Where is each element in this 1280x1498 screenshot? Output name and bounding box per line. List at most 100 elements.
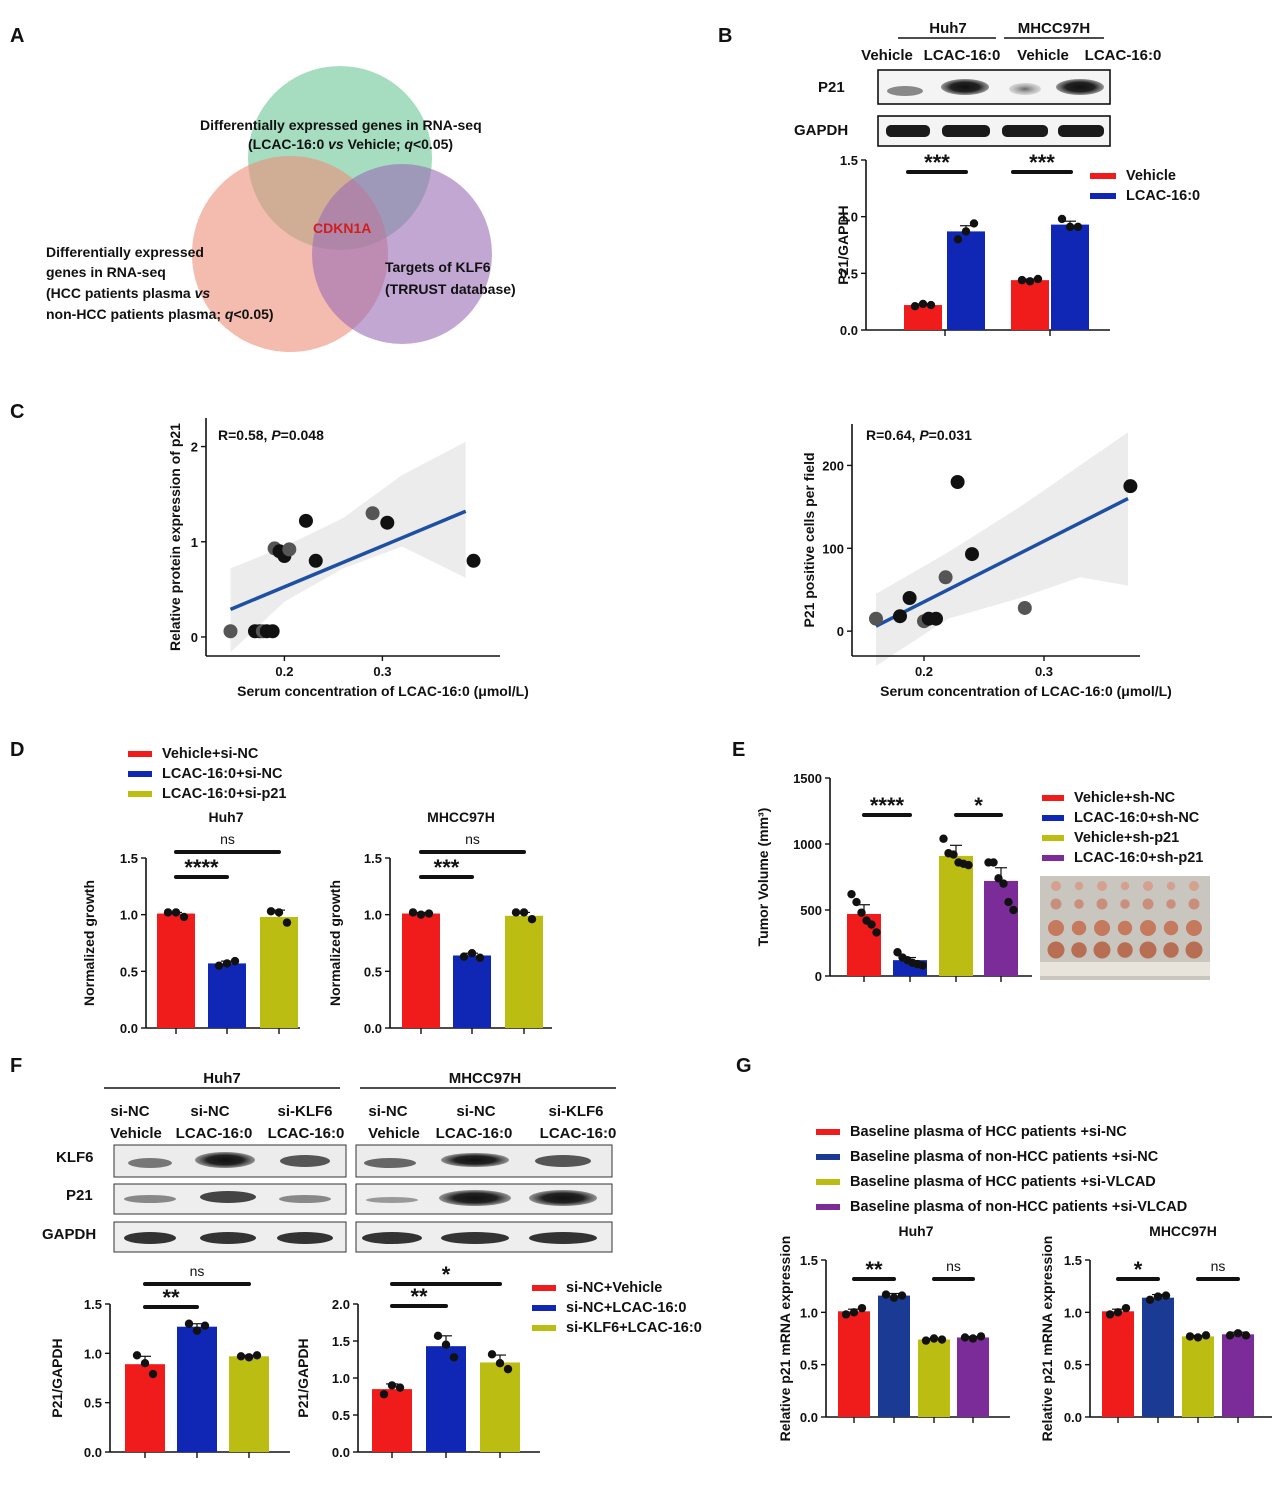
legend-swatch [532, 1285, 556, 1291]
data-point [519, 908, 529, 917]
data-point [408, 908, 418, 917]
legend-label: Vehicle+sh-p21 [1074, 830, 1179, 846]
venn-top-line2-q: q [404, 136, 413, 152]
scatter-point [298, 513, 313, 528]
blot-f-gapdh-band-5 [441, 1232, 509, 1244]
legend-d: Vehicle+si-NC LCAC-16:0+si-NC LCAC-16:0+si… [128, 746, 287, 802]
blot-f-klf6-band-2 [195, 1152, 255, 1168]
confidence-band [230, 441, 466, 653]
x-axis-label: Serum concentration of LCAC-16:0 (μmol/L… [880, 683, 1172, 699]
y-tick-label: 0.0 [840, 323, 858, 338]
data-point [852, 897, 861, 907]
x-tick-label: 0.3 [373, 664, 391, 679]
tumor-sample [1117, 920, 1133, 936]
y-tick-label: 1.0 [840, 210, 858, 225]
sig-label: *** [1029, 150, 1055, 175]
bar [426, 1346, 466, 1452]
fit-line [229, 509, 467, 611]
panel-label-b: B [718, 25, 732, 47]
blot-b-group-1: Huh7 [929, 20, 967, 37]
data-point [1161, 1291, 1171, 1300]
tumor-sample [1185, 941, 1203, 959]
blot-f-row-p21: P21 [66, 1187, 93, 1204]
chart-G1: 0.0 0.5 1.0 1.5 Relative p21 mRNA expression… [777, 1223, 1010, 1441]
legend-label: LCAC-16:0+sh-NC [1074, 810, 1200, 826]
scatter-point [929, 611, 943, 626]
legend-label: Vehicle+si-NC [162, 746, 259, 762]
data-point [872, 928, 881, 937]
data-point [230, 956, 240, 966]
data-point [841, 1310, 851, 1319]
data-point [222, 959, 232, 968]
data-point [969, 219, 979, 228]
sig-label: **** [184, 855, 219, 880]
data-point [487, 1350, 497, 1359]
x-tick-label: 0.2 [275, 664, 293, 679]
data-point [960, 1333, 970, 1342]
data-point [184, 1319, 194, 1328]
data-point [893, 948, 902, 957]
sig-label: ns [220, 831, 235, 847]
blot-b-row-gapdh: GAPDH [794, 122, 848, 139]
chart-G2: 0.0 0.5 1.0 1.5 Relative p21 mRNA expression… [1039, 1223, 1272, 1441]
blot-b-lane-1: Vehicle [861, 47, 913, 64]
data-point [1065, 222, 1075, 232]
bar [453, 955, 491, 1028]
bar [1011, 280, 1049, 330]
blot-f-group-2: MHCC97H [449, 1070, 522, 1087]
y-tick-label: 0 [815, 969, 822, 984]
y-tick-label: 0 [191, 630, 198, 645]
y-tick-label: 0.0 [84, 1445, 102, 1460]
bar [947, 231, 985, 330]
data-point [1113, 1308, 1123, 1317]
tumor-sample [1071, 942, 1087, 958]
data-point [1145, 1295, 1155, 1304]
blot-f-p21-band-3 [279, 1195, 331, 1203]
y-tick-label: 0.5 [840, 266, 858, 281]
blot-f-gapdh-band-6 [529, 1232, 597, 1244]
scatter-point [869, 611, 883, 626]
blot-f-gapdh-band-2 [200, 1232, 256, 1244]
tumor-sample [1093, 941, 1111, 959]
legend-swatch [1042, 855, 1064, 861]
fit-line [875, 497, 1129, 628]
bar [229, 1356, 269, 1452]
legend-label: Baseline plasma of non-HCC patients +si-… [850, 1199, 1187, 1215]
legend-swatch [816, 1129, 840, 1135]
legend-label: si-KLF6+LCAC-16:0 [566, 1320, 702, 1336]
sig-label: ns [465, 831, 480, 847]
y-axis-label: Relative protein expression of p21 [167, 423, 183, 651]
venn-left-line3-a: (HCC patients plasma [46, 285, 195, 301]
data-point [949, 850, 958, 859]
y-tick-label: 1.0 [1064, 1305, 1082, 1320]
blot-b-gapdh-band-2 [942, 125, 990, 137]
x-tick-label: 0.3 [1035, 664, 1053, 679]
data-point [140, 1359, 150, 1368]
scatter-point [282, 542, 297, 557]
y-tick-label: 1 [191, 535, 198, 550]
blot-f-row-gapdh: GAPDH [42, 1226, 96, 1243]
data-point [379, 1390, 389, 1399]
legend-label: Baseline plasma of non-HCC patients +si-… [850, 1149, 1159, 1165]
data-point [266, 907, 276, 916]
venn-left-line3-vs: vs [195, 285, 211, 301]
data-point [503, 1364, 513, 1374]
data-point [163, 908, 173, 917]
bar [904, 305, 942, 330]
blot-f-lane-bot-6: LCAC-16:0 [540, 1125, 617, 1142]
y-tick-label: 1.5 [1064, 1253, 1082, 1268]
y-tick-label: 1.5 [840, 153, 858, 168]
y-tick-label: 1.5 [120, 851, 138, 866]
confidence-band [876, 432, 1128, 666]
data-point [1241, 1331, 1251, 1340]
blot-f-p21-band-1 [124, 1195, 176, 1203]
blot-b-p21-band-4 [1056, 79, 1104, 95]
correlation-annotation: R=0.64, P=0.031 [866, 427, 972, 443]
bar [984, 880, 1018, 976]
y-tick-label: 0.5 [120, 964, 138, 979]
x-tick-label: 0.2 [915, 664, 933, 679]
blot-b-lane-4: LCAC-16:0 [1085, 47, 1162, 64]
y-tick-label: 0.0 [332, 1445, 350, 1460]
blot-f-p21-band-5 [439, 1190, 511, 1206]
bar [1222, 1334, 1254, 1417]
